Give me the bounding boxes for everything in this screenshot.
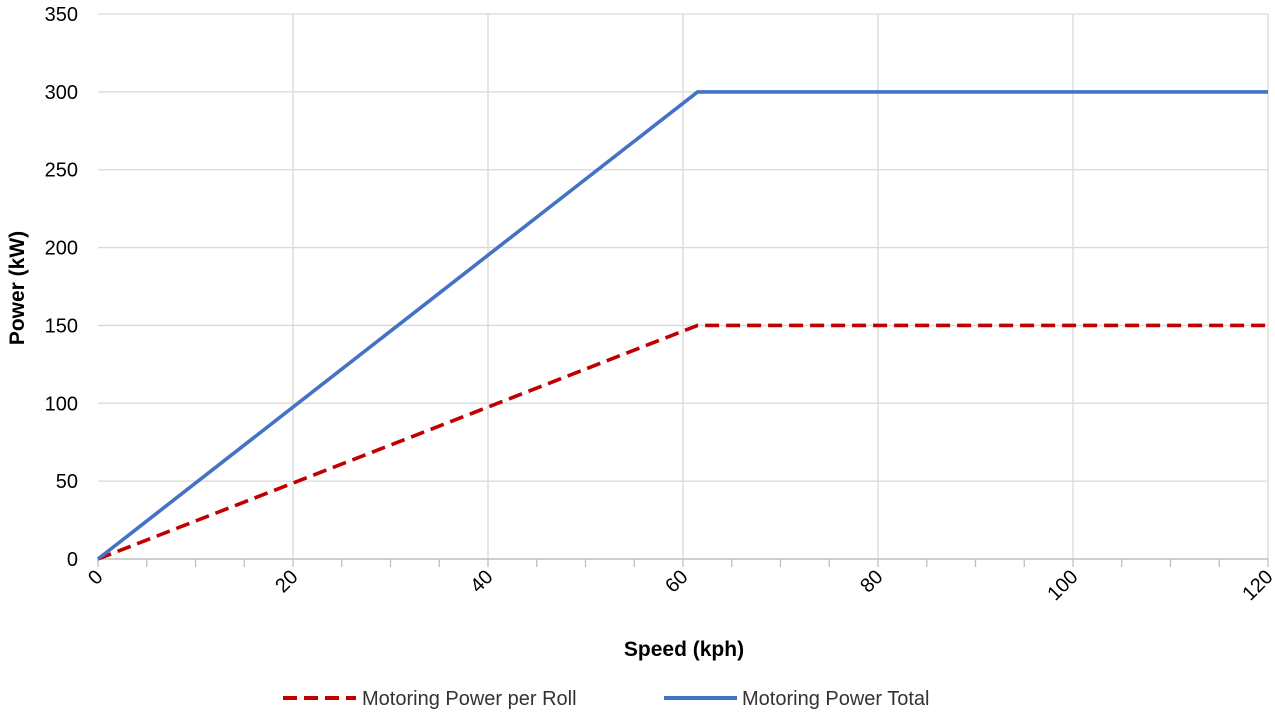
x-tick-label: 120 (1238, 566, 1275, 605)
y-tick-label: 200 (45, 238, 78, 260)
x-tick-label: 80 (856, 566, 887, 597)
x-tick-label: 100 (1043, 566, 1082, 605)
x-tick-label: 60 (661, 566, 692, 597)
x-tick-label: 0 (84, 566, 107, 589)
y-tick-label: 350 (45, 4, 78, 26)
x-axis-title: Speed (kph) (624, 638, 744, 661)
x-tick-label: 20 (271, 566, 302, 597)
series-line-total (96, 90, 1268, 561)
legend-label-per-roll: Motoring Power per Roll (362, 688, 577, 710)
y-tick-label: 50 (56, 471, 78, 493)
y-tick-label: 150 (45, 315, 78, 337)
grid-layer (98, 13, 1269, 559)
legend-label-total: Motoring Power Total (742, 688, 930, 710)
y-tick-label: 0 (67, 549, 78, 571)
legend: Motoring Power per Roll Motoring Power T… (283, 688, 930, 710)
series-line-per-roll (97, 323, 1268, 561)
y-axis-title: Power (kW) (6, 231, 29, 345)
tick-label-layer: 0 50 100 150 200 250 300 350 0 20 40 60 80 100 120 (45, 4, 1275, 605)
y-tick-label: 250 (45, 160, 78, 182)
y-tick-label: 300 (45, 82, 78, 104)
y-tick-label: 100 (45, 393, 78, 415)
axis-layer (97, 558, 1269, 567)
x-tick-label: 40 (466, 566, 497, 597)
series-layer (96, 90, 1268, 561)
